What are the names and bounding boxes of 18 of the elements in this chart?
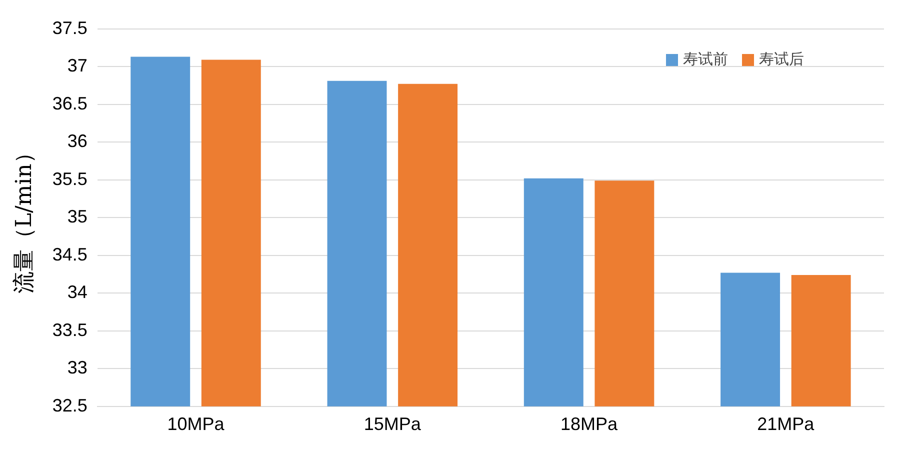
x-tick-label: 21MPa (757, 414, 816, 434)
y-tick-label: 35.5 (52, 168, 88, 189)
y-tick-label: 32.5 (52, 395, 88, 416)
y-tick-label: 34 (67, 282, 88, 302)
x-tick-label: 18MPa (560, 414, 619, 434)
y-tick-label: 36.5 (52, 93, 88, 114)
y-tick-label: 33.5 (52, 320, 88, 340)
y-tick-label: 34.5 (52, 244, 88, 264)
y-tick-label: 35 (67, 206, 88, 227)
legend-label: 寿试前 (683, 50, 728, 69)
y-tick-label: 36 (67, 131, 88, 152)
x-tick-label: 10MPa (167, 414, 226, 434)
legend-label: 寿试后 (759, 50, 804, 69)
y-tick-label: 37.5 (52, 18, 88, 38)
y-tick-label: 37 (67, 56, 88, 76)
y-axis-title: 流量（L/min） (12, 142, 37, 294)
y-tick-label: 33 (67, 358, 88, 378)
x-tick-label: 15MPa (364, 414, 422, 434)
